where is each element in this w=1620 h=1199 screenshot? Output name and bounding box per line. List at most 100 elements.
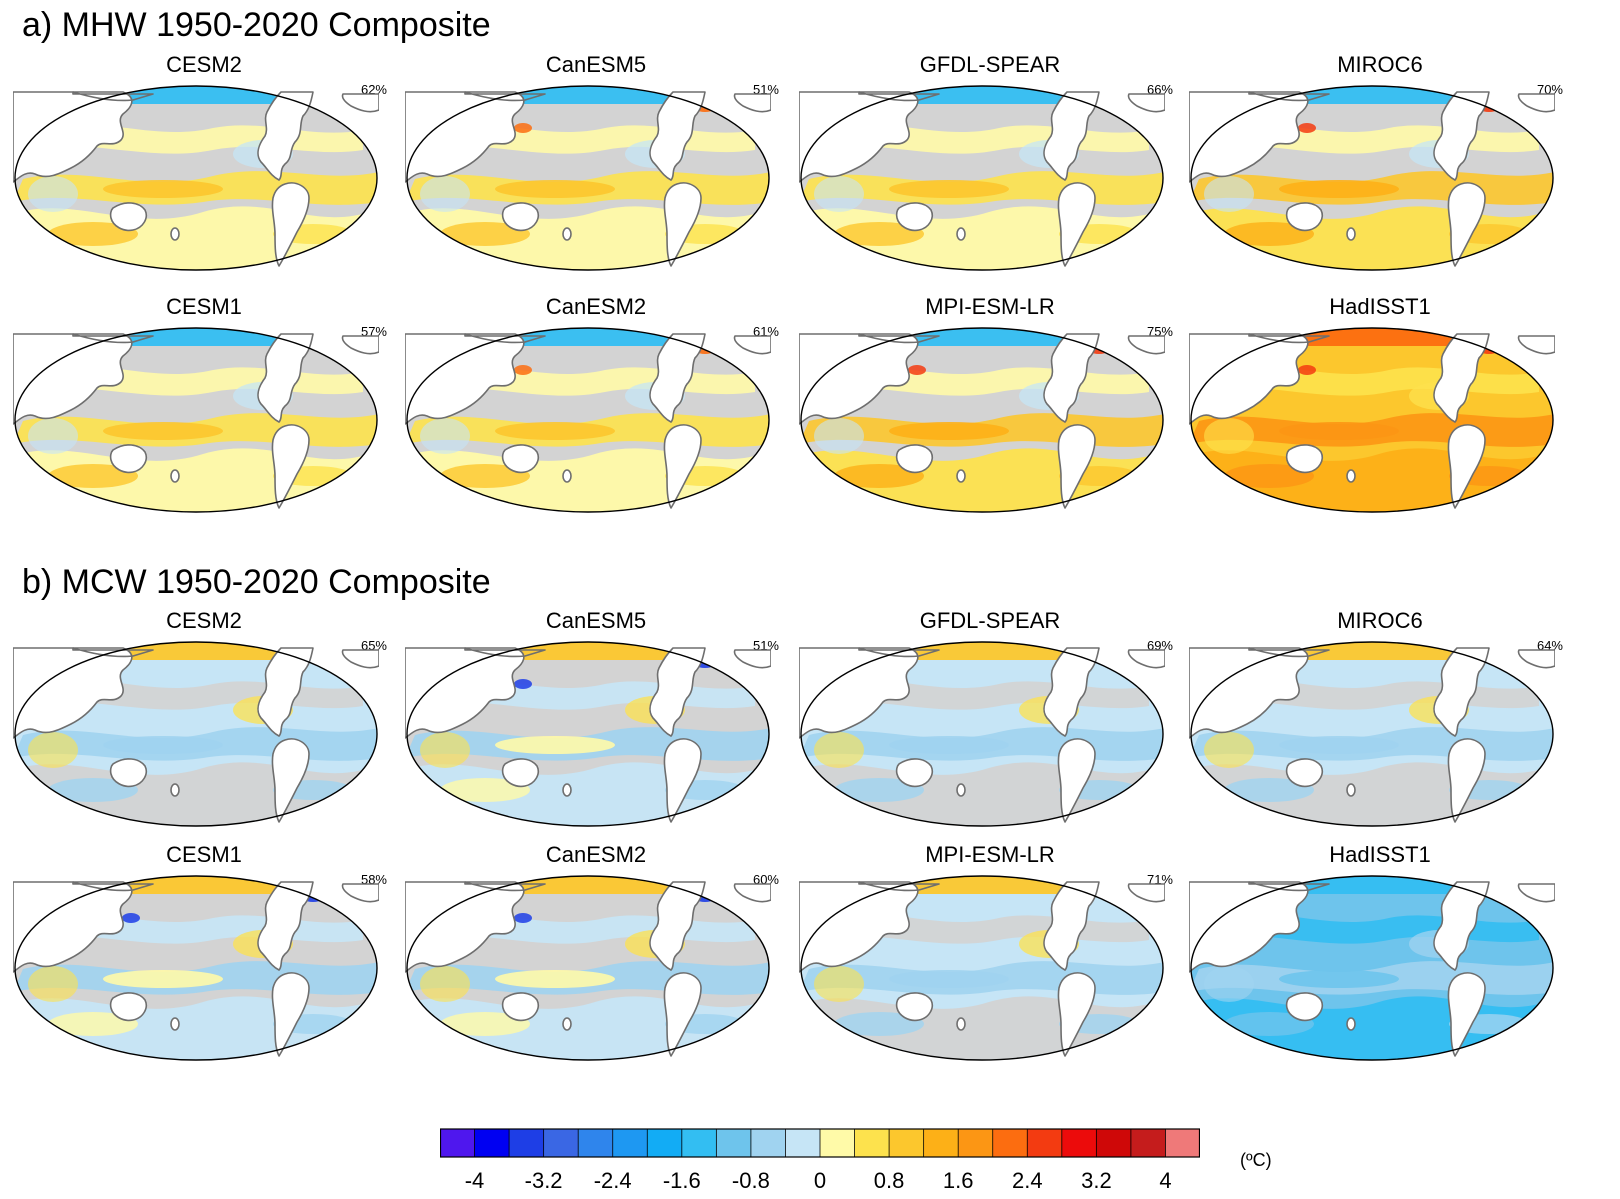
- colorbar-swatch: [854, 1129, 890, 1157]
- world-map: [799, 85, 1165, 271]
- colorbar-swatch: [750, 1129, 786, 1157]
- map-panel: MPI-ESM-LR 71%: [799, 842, 1181, 1061]
- map-border: [1190, 85, 1554, 271]
- continents: [13, 91, 379, 267]
- map-border: [406, 641, 770, 827]
- world-map: [13, 875, 379, 1061]
- map-panel: CESM1 57%: [13, 294, 395, 513]
- world-map: [405, 641, 771, 827]
- map-panel: MPI-ESM-LR 75%: [799, 294, 1181, 513]
- map-panel: GFDL-SPEAR 69%: [799, 608, 1181, 827]
- map-border: [14, 641, 378, 827]
- map-border: [800, 641, 1164, 827]
- panel-title: CanESM5: [545, 52, 647, 77]
- colorbar-swatch: [440, 1129, 475, 1157]
- colorbar-tick-label: -3.2: [524, 1168, 563, 1193]
- colorbar-swatches: [440, 1128, 1200, 1158]
- colorbar-swatch: [889, 1129, 924, 1157]
- colorbar-tick-label: 1.6: [942, 1168, 974, 1193]
- panel-title: HadISST1: [1329, 842, 1431, 867]
- colorbar-swatch: [958, 1129, 994, 1157]
- world-map: [799, 641, 1165, 827]
- map-border: [800, 327, 1164, 513]
- world-map: [799, 875, 1165, 1061]
- world-map: [1189, 875, 1555, 1061]
- map-border: [406, 327, 770, 513]
- colorbar: -4 -3.2 -2.4 -1.6 -0.8 0 0.8 1.6 2.4 3.2 4 (ºC): [440, 1128, 1272, 1196]
- colorbar-tick-label: -2.4: [593, 1168, 632, 1193]
- map-panel: CanESM5 51%: [405, 52, 787, 271]
- section-title-mcw: b) MCW 1950-2020 Composite: [22, 563, 491, 601]
- continents: [1189, 333, 1555, 509]
- colorbar-swatch: [820, 1129, 855, 1157]
- world-map: [13, 641, 379, 827]
- map-panel: CESM1 58%: [13, 842, 395, 1061]
- map-panel: CanESM2 60%: [405, 842, 787, 1061]
- panel-title: HadISST1: [1329, 294, 1431, 319]
- map-panel: MIROC6 70%: [1189, 52, 1571, 271]
- colorbar-tick-label: -1.6: [662, 1168, 701, 1193]
- colorbar-tick-label: -4: [464, 1168, 485, 1193]
- continents: [799, 881, 1165, 1057]
- map-panel: HadISST1: [1189, 294, 1571, 513]
- colorbar-swatch: [612, 1129, 648, 1157]
- panel-title: MPI-ESM-LR: [925, 294, 1055, 319]
- colorbar-swatch: [509, 1129, 544, 1157]
- colorbar-swatch: [923, 1129, 959, 1157]
- colorbar-unit: (ºC): [1240, 1150, 1272, 1170]
- colorbar-tick-label: 3.2: [1081, 1168, 1112, 1193]
- continents: [13, 881, 379, 1057]
- world-map: [13, 85, 379, 271]
- colorbar-tick-label: 0: [813, 1168, 827, 1193]
- world-map: [405, 875, 771, 1061]
- map-border: [1190, 875, 1554, 1061]
- panel-title: CanESM2: [545, 294, 647, 319]
- colorbar-swatch: [1096, 1129, 1132, 1157]
- continents: [405, 333, 771, 509]
- continents: [405, 647, 771, 823]
- map-border: [406, 85, 770, 271]
- colorbar-tick-label: 0.8: [873, 1168, 905, 1193]
- map-panel: HadISST1: [1189, 842, 1571, 1061]
- panel-title: MIROC6: [1337, 52, 1423, 77]
- map-border: [14, 327, 378, 513]
- world-map: [405, 85, 771, 271]
- panel-title: GFDL-SPEAR: [919, 52, 1061, 77]
- colorbar-swatch: [647, 1129, 683, 1157]
- colorbar-swatch: [578, 1129, 614, 1157]
- world-map: [1189, 641, 1555, 827]
- colorbar-swatch: [785, 1129, 821, 1157]
- map-border: [1190, 327, 1554, 513]
- map-panel: CESM2 62%: [13, 52, 395, 271]
- colorbar-swatch: [681, 1129, 717, 1157]
- continents: [13, 333, 379, 509]
- panel-title: CESM2: [166, 608, 242, 633]
- colorbar-tick-label: -0.8: [731, 1168, 770, 1193]
- map-panel: CanESM2 61%: [405, 294, 787, 513]
- panel-title: GFDL-SPEAR: [919, 608, 1061, 633]
- continents: [1189, 91, 1555, 267]
- colorbar-swatch: [1130, 1129, 1166, 1157]
- section-title-mhw: a) MHW 1950-2020 Composite: [22, 6, 491, 44]
- continents: [1189, 881, 1555, 1057]
- continents: [799, 333, 1165, 509]
- world-map: [13, 327, 379, 513]
- colorbar-swatch: [1061, 1129, 1097, 1157]
- continents: [405, 91, 771, 267]
- map-panel: CESM2 65%: [13, 608, 395, 827]
- panel-title: CanESM5: [545, 608, 647, 633]
- panel-title: CESM1: [166, 842, 242, 867]
- map-panel: GFDL-SPEAR 66%: [799, 52, 1181, 271]
- continents: [799, 91, 1165, 267]
- map-panel: CanESM5 51%: [405, 608, 787, 827]
- colorbar-swatch: [1165, 1129, 1200, 1157]
- continents: [13, 647, 379, 823]
- map-border: [1190, 641, 1554, 827]
- map-border: [800, 85, 1164, 271]
- colorbar-swatch: [716, 1129, 752, 1157]
- colorbar-swatch: [474, 1129, 510, 1157]
- colorbar-tick-label: 2.4: [1012, 1168, 1043, 1193]
- panel-title: CESM2: [166, 52, 242, 77]
- colorbar-swatch: [543, 1129, 579, 1157]
- map-border: [800, 875, 1164, 1061]
